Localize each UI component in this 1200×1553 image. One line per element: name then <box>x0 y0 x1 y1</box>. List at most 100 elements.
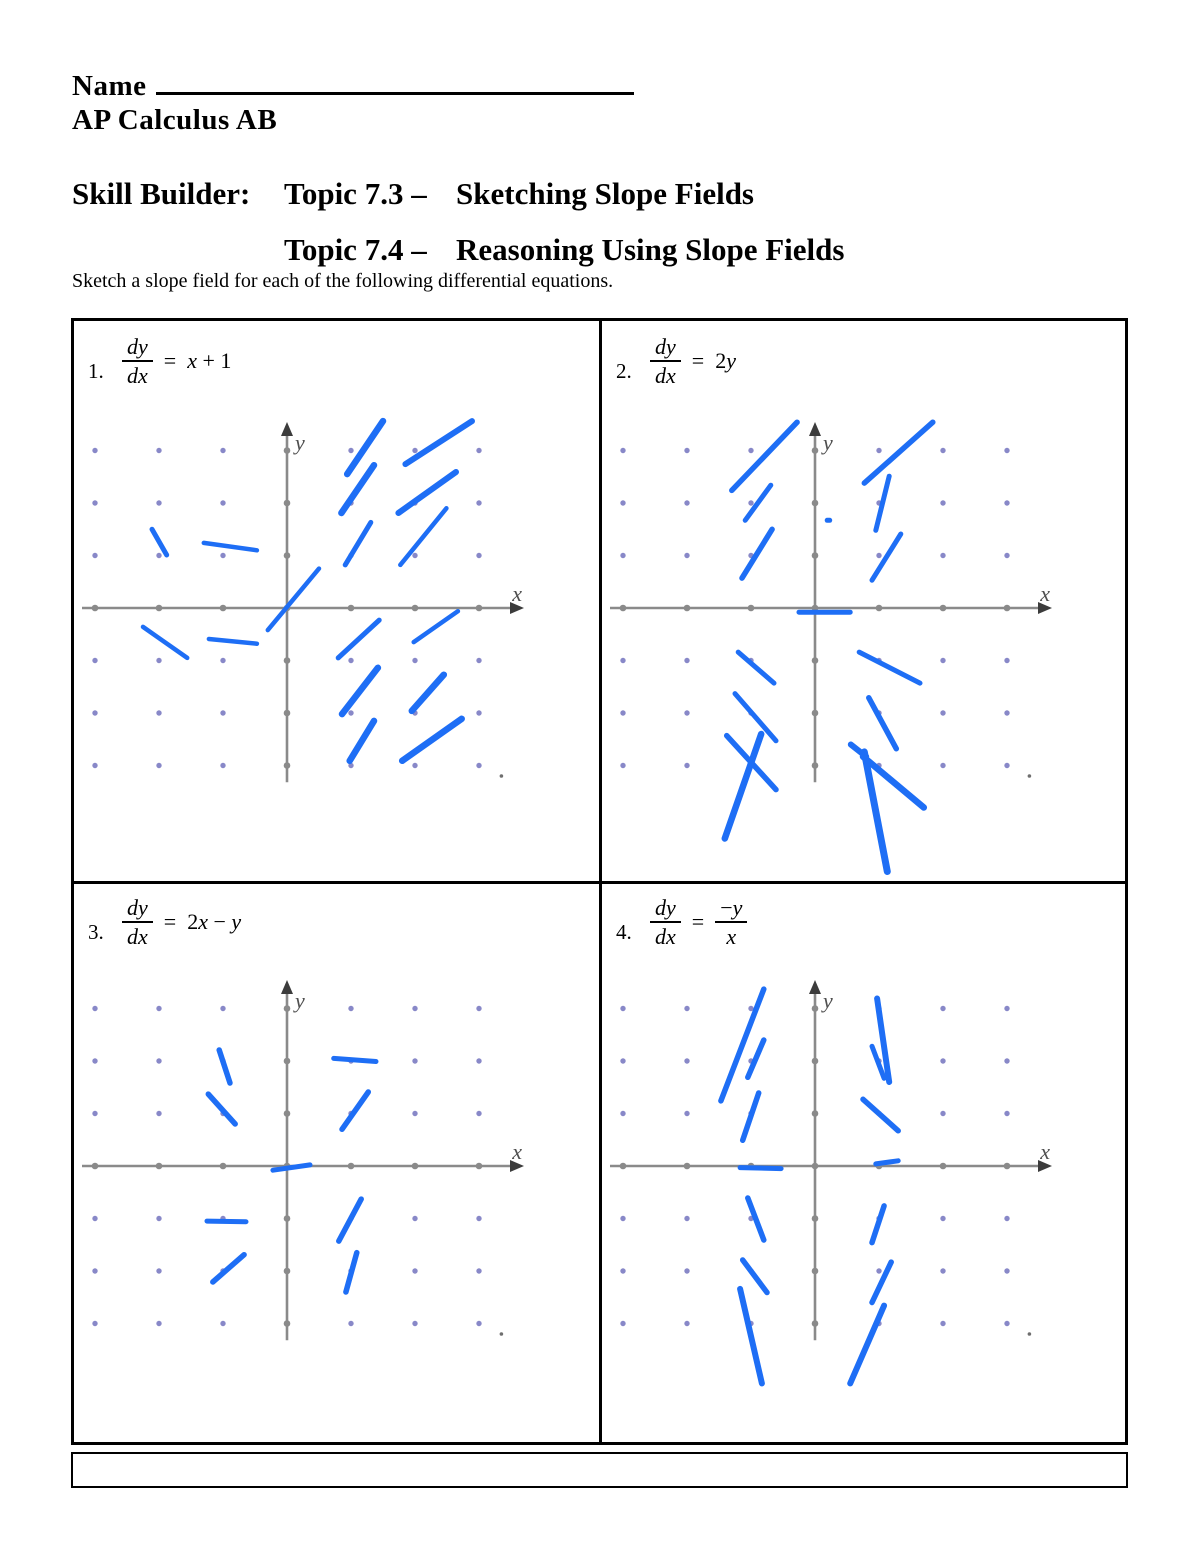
lattice-dot <box>92 657 98 664</box>
lattice-dot <box>684 1215 690 1222</box>
slope-stroke <box>866 695 900 752</box>
lattice-dot <box>412 1215 418 1222</box>
problem-1-cell: 1. dy dx = x + 1 x y <box>74 321 602 884</box>
lattice-dot <box>1004 657 1010 664</box>
slope-stroke <box>343 1249 360 1295</box>
lattice-dot <box>348 762 354 769</box>
lattice-dot <box>476 1005 482 1012</box>
lattice-dot <box>684 1320 690 1327</box>
slope-stroke <box>201 540 260 553</box>
slope-stroke <box>739 526 775 581</box>
y-axis-tick <box>811 657 819 664</box>
rhs-fraction: −y x <box>715 895 748 949</box>
y-axis-tick <box>283 1267 291 1275</box>
slope-stroke <box>140 624 190 661</box>
lattice-dot <box>156 1268 162 1274</box>
lattice-dot <box>620 710 626 716</box>
problem-number: 3. <box>88 920 104 944</box>
y-axis-tick <box>811 1320 819 1327</box>
lattice-dot <box>412 1005 418 1012</box>
slope-stroke <box>343 417 387 478</box>
lattice-dot <box>940 710 946 716</box>
equation-2: 2. dy dx = 2y <box>602 321 1125 388</box>
lattice-dot <box>620 1058 626 1064</box>
x-axis-tick <box>1003 604 1011 612</box>
slope-stroke <box>737 1165 784 1172</box>
slope-stroke <box>338 664 382 718</box>
lattice-dot <box>220 657 226 664</box>
y-axis-tick <box>811 499 819 507</box>
y-axis-label: y <box>293 430 305 455</box>
y-axis-tick <box>811 1005 819 1012</box>
x-axis-tick <box>747 604 755 612</box>
slope-stroke <box>205 1091 238 1127</box>
slope-stroke <box>729 419 800 494</box>
lattice-dot <box>92 447 98 454</box>
lattice-dot <box>1004 1320 1010 1327</box>
lattice-dot <box>940 762 946 769</box>
y-axis-label: y <box>293 988 305 1013</box>
lattice-dot <box>348 657 354 664</box>
x-axis-arrow-icon <box>1038 1160 1052 1172</box>
lattice-dot <box>412 552 418 559</box>
x-axis-arrow-icon <box>510 1160 524 1172</box>
slope-stroke <box>270 1162 313 1173</box>
lattice-dot <box>476 447 482 454</box>
y-axis-tick <box>283 447 291 454</box>
slope-stroke <box>338 461 378 517</box>
slope-stroke <box>873 473 892 533</box>
lattice-dot <box>92 1320 98 1327</box>
lattice-dot <box>748 1005 754 1012</box>
lattice-dot <box>620 1005 626 1012</box>
x-axis-tick <box>155 1162 163 1170</box>
slope-stroke <box>861 419 936 486</box>
slope-stroke <box>265 566 322 633</box>
topic-2-number: Topic 7.4 – <box>284 232 427 267</box>
lattice-dot <box>92 1268 98 1274</box>
y-axis-tick <box>811 709 819 717</box>
lattice-dot <box>92 552 98 559</box>
problem-number: 1. <box>88 359 104 383</box>
y-axis-label: y <box>821 988 833 1013</box>
lattice-dot <box>156 657 162 664</box>
x-axis-tick <box>811 604 819 612</box>
lattice-dot <box>412 657 418 664</box>
lattice-dot <box>1004 1058 1010 1064</box>
slope-stroke <box>745 1195 767 1243</box>
lattice-dot <box>348 1005 354 1012</box>
x-axis-tick <box>91 604 99 612</box>
lattice-dot <box>940 1110 946 1117</box>
y-axis-tick <box>811 1057 819 1065</box>
slope-stroke <box>739 1257 770 1296</box>
y-axis-tick <box>283 1005 291 1012</box>
slope-stroke <box>395 469 459 516</box>
lattice-dot <box>940 447 946 454</box>
x-axis-label: x <box>1039 1139 1050 1164</box>
lattice-dot <box>1004 710 1010 716</box>
lattice-dot <box>876 552 882 559</box>
lattice-dot <box>156 552 162 559</box>
lattice-dot <box>412 1110 418 1117</box>
topic-1-number: Topic 7.3 – <box>284 176 427 211</box>
y-axis-tick <box>811 447 819 454</box>
equals-sign: = <box>163 348 177 373</box>
problems-table: 1. dy dx = x + 1 x y 2. dy dx = 2y x y <box>71 318 1128 1445</box>
x-axis-tick <box>411 1162 419 1170</box>
equation-1: 1. dy dx = x + 1 <box>74 321 599 388</box>
lattice-dot <box>220 500 226 506</box>
x-axis-label: x <box>511 581 522 606</box>
lattice-dot <box>1004 1268 1010 1274</box>
name-row: Name <box>72 68 635 103</box>
lattice-dot <box>476 762 482 769</box>
lattice-dot <box>684 1110 690 1117</box>
y-axis-tick <box>283 657 291 664</box>
lattice-dot <box>620 552 626 559</box>
y-axis-arrow-icon <box>809 422 821 436</box>
x-axis-tick <box>219 1162 227 1170</box>
lattice-dot <box>684 1058 690 1064</box>
x-axis-label: x <box>1039 581 1050 606</box>
x-axis-tick <box>683 604 691 612</box>
lattice-dot <box>476 1058 482 1064</box>
slope-stroke <box>210 1251 247 1285</box>
lattice-dot <box>220 1005 226 1012</box>
